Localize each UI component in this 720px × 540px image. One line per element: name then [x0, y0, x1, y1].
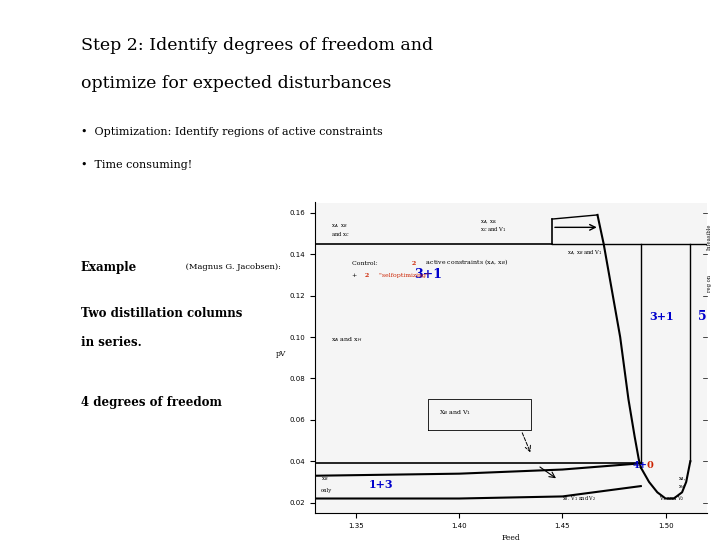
- Text: "selfoptimizing": "selfoptimizing": [377, 273, 428, 278]
- Text: 3+1: 3+1: [414, 268, 442, 281]
- Text: 0: 0: [647, 461, 654, 470]
- Text: 2: 2: [364, 273, 369, 278]
- Text: 4 degrees of freedom: 4 degrees of freedom: [81, 396, 222, 409]
- Text: 1+3: 1+3: [369, 478, 393, 490]
- Text: 4+: 4+: [632, 461, 647, 470]
- Text: x$_A$, x$_B$ and V$_1$: x$_A$, x$_B$ and V$_1$: [567, 248, 603, 257]
- Text: in series.: in series.: [81, 336, 142, 349]
- Text: •  Time consuming!: • Time consuming!: [81, 160, 192, 170]
- Text: reg on: reg on: [707, 275, 712, 292]
- Text: optimize for expected disturbances: optimize for expected disturbances: [81, 75, 392, 92]
- Text: active constraints (x$_A$, x$_B$): active constraints (x$_A$, x$_B$): [424, 258, 508, 267]
- Text: N: N: [24, 112, 37, 126]
- Text: x$_C$ and V$_1$: x$_C$ and V$_1$: [480, 226, 507, 234]
- Text: x$_A$, x$_{B,}$: x$_A$, x$_{B,}$: [480, 219, 498, 226]
- Text: Example: Example: [81, 261, 138, 274]
- Text: Infeasible: Infeasible: [707, 223, 712, 249]
- Text: (Magnus G. Jacobsen):: (Magnus G. Jacobsen):: [183, 264, 281, 271]
- Text: and x$_C$: and x$_C$: [331, 230, 351, 239]
- Text: x$_B$: x$_B$: [321, 475, 328, 483]
- Text: 9: 9: [27, 511, 34, 521]
- Text: +: +: [352, 273, 359, 278]
- Text: Control:: Control:: [352, 261, 379, 266]
- Y-axis label: pV: pV: [276, 350, 287, 357]
- Text: Step 2: Identify degrees of freedom and: Step 2: Identify degrees of freedom and: [81, 37, 433, 55]
- Text: x$_A$,: x$_A$,: [678, 475, 686, 483]
- Text: x$_{A,}$ x$_B$: x$_{A,}$ x$_B$: [331, 223, 348, 230]
- Text: x$_A$ and x$_H$: x$_A$ and x$_H$: [331, 335, 363, 344]
- Text: Two distillation columns: Two distillation columns: [81, 307, 243, 320]
- Text: 5: 5: [698, 310, 707, 323]
- Text: X$_B$ and V$_1$: X$_B$ and V$_1$: [439, 408, 472, 416]
- Text: U: U: [25, 274, 36, 288]
- Text: N: N: [24, 220, 37, 234]
- Text: only: only: [321, 488, 332, 494]
- Bar: [11, 30, 27, 62]
- Text: T: T: [26, 166, 35, 180]
- Text: x$_H$: x$_H$: [678, 483, 685, 491]
- Text: x$_{B,}$ V$_1$ and V$_2$: x$_{B,}$ V$_1$ and V$_2$: [562, 495, 597, 503]
- X-axis label: Feed: Feed: [501, 534, 521, 540]
- Text: •  Optimization: Identify regions of active constraints: • Optimization: Identify regions of acti…: [81, 127, 383, 137]
- Bar: [7, 22, 54, 68]
- Text: 2: 2: [412, 261, 416, 266]
- Text: V$_1$ and V$_2$: V$_1$ and V$_2$: [660, 495, 685, 503]
- Text: 3+1: 3+1: [649, 311, 674, 322]
